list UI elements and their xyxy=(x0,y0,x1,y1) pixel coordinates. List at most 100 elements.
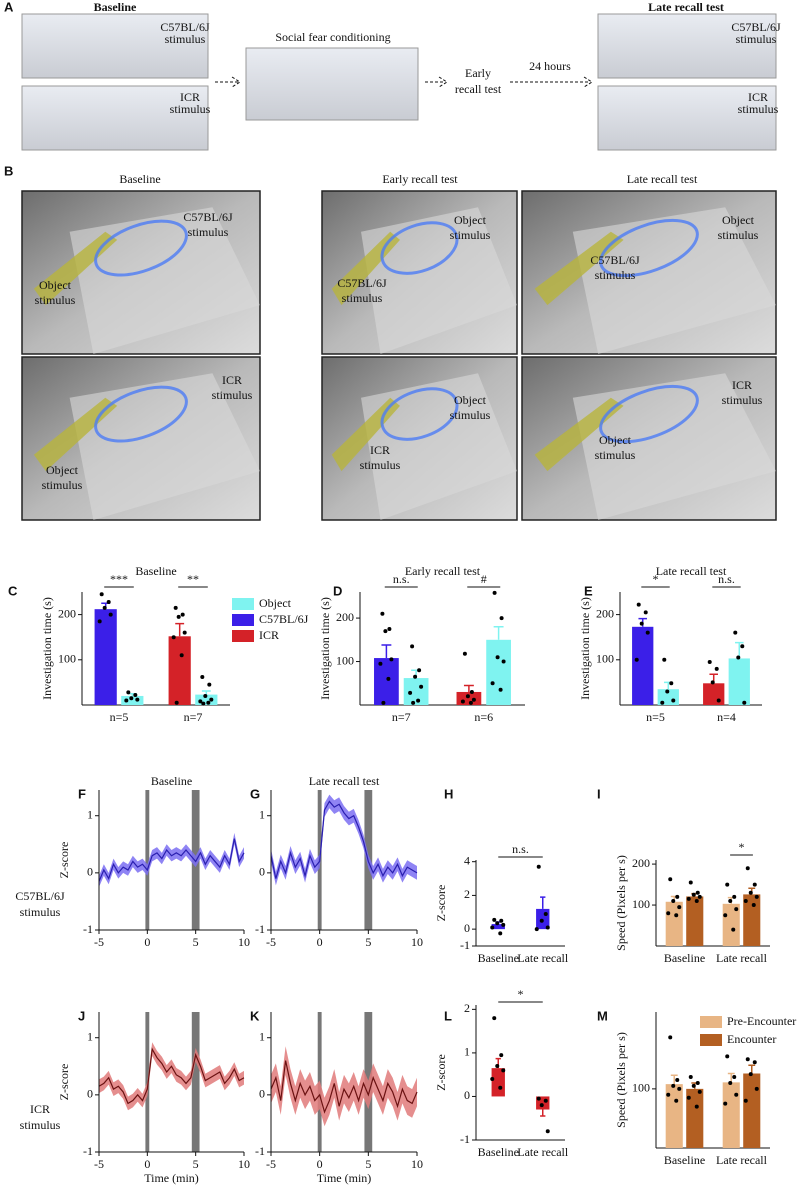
stage-title: Early xyxy=(465,66,491,80)
y-tick-label: 100 xyxy=(336,653,354,667)
panel-letter: E xyxy=(584,583,593,598)
chart-title: Early recall test xyxy=(405,564,481,578)
x-tick-label: 10 xyxy=(238,935,250,949)
data-point xyxy=(129,696,134,701)
object-strip xyxy=(534,397,624,472)
event-highlight xyxy=(145,790,150,930)
data-point xyxy=(725,1054,730,1059)
image-label: Object xyxy=(454,393,487,407)
y-tick-label: 2 xyxy=(464,887,470,901)
data-point xyxy=(728,898,733,903)
panel-letter: G xyxy=(250,786,260,801)
data-point xyxy=(671,898,676,903)
panel-letter: J xyxy=(78,1008,85,1023)
data-point xyxy=(203,693,208,698)
data-point xyxy=(691,1083,696,1088)
data-point xyxy=(669,681,674,686)
x-tick-label: Baseline xyxy=(478,1145,519,1159)
row-label: C57BL/6J xyxy=(15,889,65,903)
bar xyxy=(491,1068,505,1097)
bar xyxy=(195,694,218,705)
arena-floor xyxy=(69,373,260,520)
data-point xyxy=(545,1129,550,1134)
image-label: stimulus xyxy=(450,228,491,242)
data-point xyxy=(495,1063,500,1068)
y-axis-label: Speed (Pixels per s) xyxy=(614,855,628,951)
data-point xyxy=(133,693,138,698)
y-tick-label: 100 xyxy=(58,652,76,666)
x-tick-label: -5 xyxy=(266,1157,276,1171)
stimulus-label: ICR xyxy=(180,90,200,104)
data-point xyxy=(734,1092,739,1097)
data-point xyxy=(389,657,394,662)
data-point xyxy=(413,674,418,679)
x-tick-label: Late recall xyxy=(716,1153,768,1167)
data-point xyxy=(378,661,383,666)
bar xyxy=(403,678,429,705)
row-label: ICR xyxy=(30,1102,50,1116)
image-label: Object xyxy=(722,213,755,227)
y-axis-label: Investigation time (s) xyxy=(318,597,332,700)
chart-title: Late recall test xyxy=(656,564,727,578)
y-tick-label: 200 xyxy=(58,606,76,620)
panel-letter: D xyxy=(333,583,342,598)
image-label: ICR xyxy=(370,443,390,457)
data-point xyxy=(636,602,641,607)
data-point xyxy=(723,913,728,918)
chart-title: Late recall test xyxy=(309,774,380,788)
data-point xyxy=(742,700,747,705)
data-point xyxy=(745,1057,750,1062)
data-point xyxy=(124,698,129,703)
y-tick-label: 2 xyxy=(464,1001,470,1015)
x-tick-label: n=5 xyxy=(110,710,129,724)
panel-letter: B xyxy=(4,163,13,178)
data-point xyxy=(536,864,541,869)
stimulus-label: ICR xyxy=(748,90,768,104)
bar xyxy=(632,626,654,705)
data-point xyxy=(411,700,416,705)
sem-band xyxy=(99,1042,244,1111)
data-point xyxy=(381,700,386,705)
data-point xyxy=(677,905,682,910)
bar xyxy=(686,1088,704,1148)
data-point xyxy=(495,921,500,926)
data-point xyxy=(490,1077,495,1082)
image-label: Object xyxy=(46,463,79,477)
image-label: stimulus xyxy=(450,408,491,422)
y-tick-label: 100 xyxy=(632,1081,650,1095)
stimulus-label: stimulus xyxy=(736,32,777,46)
error-bar xyxy=(540,896,546,909)
data-point xyxy=(674,1098,679,1103)
data-point xyxy=(743,1098,748,1103)
data-point xyxy=(671,1083,676,1088)
x-tick-label: 0 xyxy=(144,1157,150,1171)
data-point xyxy=(745,866,750,871)
object-strip xyxy=(33,231,118,306)
data-point xyxy=(752,882,757,887)
data-point xyxy=(99,592,104,597)
interval-label: 24 hours xyxy=(529,59,571,73)
y-tick-label: 0 xyxy=(87,1087,93,1101)
legend-swatch xyxy=(232,630,254,642)
column-title: Baseline xyxy=(119,172,160,186)
image-label: Object xyxy=(39,278,72,292)
data-point xyxy=(697,894,702,899)
error-bar xyxy=(735,641,744,659)
data-point xyxy=(732,1075,737,1080)
data-point xyxy=(416,698,421,703)
panel-letter: H xyxy=(444,786,453,801)
stimulus-label: stimulus xyxy=(738,102,779,116)
image-label: stimulus xyxy=(35,293,76,307)
data-point xyxy=(501,1068,506,1073)
data-point xyxy=(417,668,422,673)
x-tick-label: 0 xyxy=(317,1157,323,1171)
data-point xyxy=(492,1016,497,1021)
arena-image xyxy=(597,13,777,79)
object-strip xyxy=(534,231,624,306)
legend-label: Object xyxy=(259,596,292,610)
x-tick-label: Late recall xyxy=(517,951,569,965)
data-point xyxy=(207,682,212,687)
x-tick-label: n=7 xyxy=(184,710,203,724)
data-point xyxy=(380,611,385,616)
x-tick-label: Baseline xyxy=(664,1153,705,1167)
